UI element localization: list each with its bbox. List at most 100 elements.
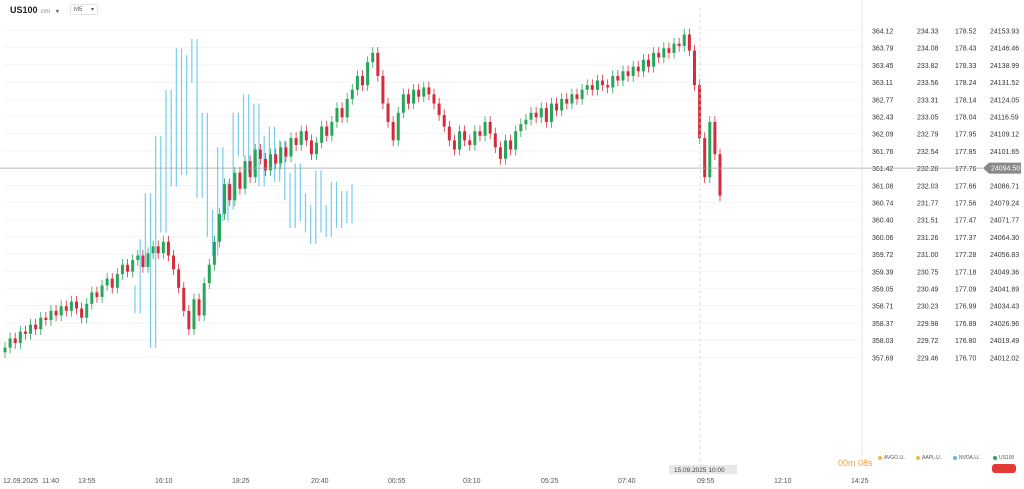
price-tick: 178.33	[955, 63, 977, 70]
candle-body	[549, 103, 553, 122]
candle-body	[172, 255, 176, 270]
crosshair-date-tag	[669, 465, 737, 474]
candle-body	[483, 121, 487, 136]
candle-body	[376, 52, 380, 76]
candle-body	[263, 158, 267, 171]
candle-body	[590, 85, 594, 90]
legend-avgo-label: AVGO.U..	[884, 455, 906, 461]
candle-body	[105, 278, 109, 286]
candle-body	[161, 241, 165, 254]
time-tick: 20:40	[311, 478, 329, 485]
legend-nvda[interactable]: NVDA.U..	[953, 455, 981, 461]
candle-body	[519, 124, 523, 132]
candle-body	[422, 87, 426, 97]
price-tick: 231.77	[917, 201, 939, 208]
time-tick: 00:55	[388, 478, 406, 485]
price-tick: 177.56	[955, 201, 977, 208]
candle-body	[187, 310, 191, 330]
candle-body	[539, 108, 543, 118]
price-tick: 233.82	[917, 63, 939, 70]
us100-dot-icon	[993, 456, 997, 460]
time-tick: 12.09.2025	[3, 478, 38, 485]
price-tick: 359.05	[872, 287, 894, 294]
candle-body	[478, 131, 482, 136]
time-tick: 14:25	[851, 478, 869, 485]
time-tick: 18:25	[232, 478, 250, 485]
price-tick: 24064.30	[990, 235, 1019, 242]
candle-series	[3, 28, 722, 359]
candle-body	[274, 154, 278, 164]
price-tick: 178.43	[955, 46, 977, 53]
candle-body	[44, 317, 48, 321]
time-tick: 13:55	[78, 478, 96, 485]
aapl-dot-icon	[916, 456, 920, 460]
current-price-tag	[983, 162, 1021, 174]
candle-body	[391, 121, 395, 141]
legend-aapl[interactable]: AAPL.U..	[916, 455, 943, 461]
candle-body	[243, 161, 247, 189]
price-tick: 176.99	[955, 304, 977, 311]
candle-body	[616, 75, 620, 81]
candle-body	[406, 94, 410, 104]
candle-body	[585, 85, 589, 90]
price-tick: 362.43	[872, 115, 894, 122]
crosshair-date-label: 15.09.2025 10:00	[674, 467, 725, 474]
candle-body	[289, 138, 293, 157]
price-tick: 358.37	[872, 321, 894, 328]
price-tick: 177.95	[955, 132, 977, 139]
candle-body	[371, 52, 375, 63]
candle-body	[325, 126, 329, 136]
nvda-dot-icon	[953, 456, 957, 460]
candle-body	[677, 43, 681, 46]
candle-body	[565, 98, 569, 104]
candle-body	[611, 75, 615, 88]
candle-body	[396, 112, 400, 141]
price-tick: 24101.65	[990, 149, 1019, 156]
price-tick: 176.80	[955, 338, 977, 345]
candle-body	[345, 98, 349, 118]
candle-body	[136, 255, 140, 261]
price-tick: 232.79	[917, 132, 939, 139]
candle-body	[350, 89, 354, 99]
price-tick: 177.28	[955, 252, 977, 259]
price-tick: 24138.99	[990, 63, 1019, 70]
price-tick: 234.33	[917, 29, 939, 36]
legend-us100[interactable]: US100	[993, 455, 1014, 461]
candle-body	[279, 147, 283, 164]
candle-body	[166, 241, 170, 256]
price-tick: 24056.83	[990, 252, 1019, 259]
candle-body	[652, 52, 656, 67]
alert-button[interactable]	[992, 464, 1016, 473]
candle-body	[156, 246, 160, 254]
candle-body	[315, 142, 319, 155]
price-tick: 363.79	[872, 46, 894, 53]
candle-body	[120, 264, 124, 274]
price-tick: 359.72	[872, 252, 894, 259]
price-tick: 231.00	[917, 252, 939, 259]
price-tick: 24146.46	[990, 46, 1019, 53]
price-tick: 177.76	[955, 166, 977, 173]
chevron-down-icon: ▾	[90, 7, 94, 13]
candle-body	[320, 126, 324, 143]
legend-nvda-label: NVDA.U..	[959, 455, 981, 461]
timeframe-selector[interactable]: M5 ▾	[70, 4, 98, 15]
candle-body	[69, 301, 73, 311]
current-price-label: 24094.50	[991, 166, 1020, 173]
candle-body	[366, 62, 370, 86]
candle-body	[534, 112, 538, 118]
time-tick: 11:40	[42, 478, 59, 485]
legend-avgo[interactable]: AVGO.U..	[878, 455, 906, 461]
candle-body	[524, 119, 528, 125]
candle-body	[452, 140, 456, 150]
candle-body	[202, 283, 206, 316]
symbol-sub: cmi	[40, 9, 50, 15]
candle-body	[85, 303, 89, 318]
bar-countdown: 00m 08s	[838, 458, 873, 468]
price-tick: 361.42	[872, 166, 894, 173]
candle-body	[258, 149, 262, 159]
symbol-selector[interactable]: US100 cmi ▾	[10, 5, 59, 15]
candle-body	[529, 112, 533, 120]
time-tick: 16:10	[155, 478, 173, 485]
candle-body	[23, 331, 27, 334]
